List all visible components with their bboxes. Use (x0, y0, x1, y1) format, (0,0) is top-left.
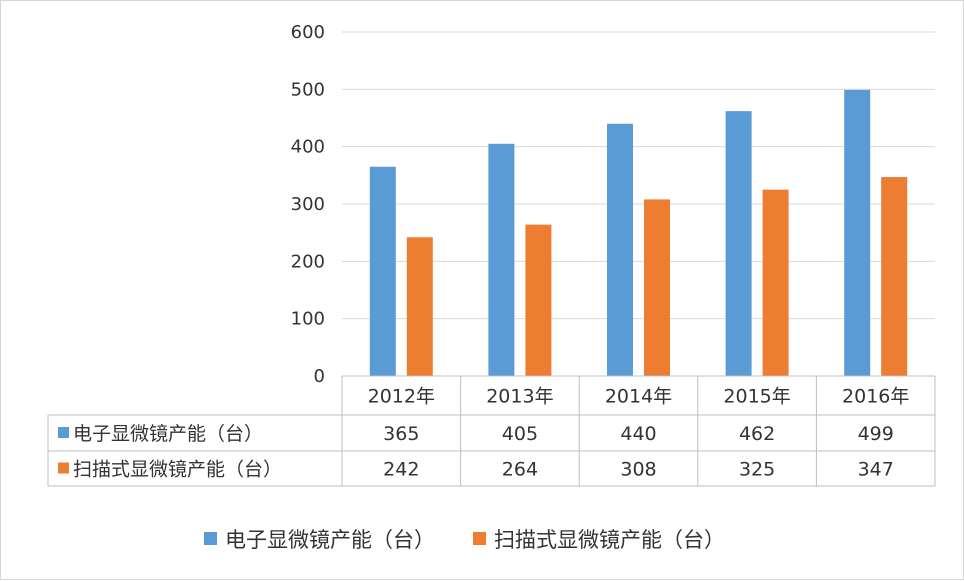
table-series-label: 电子显微镜产能（台） (73, 423, 263, 445)
table-cell-value: 242 (383, 459, 419, 481)
table-cell-value: 365 (383, 423, 419, 445)
bar-electron-2 (607, 123, 633, 376)
table-cell-value: 308 (620, 459, 656, 481)
category-label: 2014年 (605, 386, 672, 408)
table-series-swatch (58, 427, 69, 438)
category-label: 2013年 (486, 386, 553, 408)
y-tick-label: 100 (291, 309, 325, 330)
y-tick-label: 0 (314, 366, 325, 387)
bar-scanning-4 (881, 177, 908, 376)
table-cell-value: 405 (502, 423, 538, 445)
table-series-swatch (58, 462, 69, 474)
y-tick-label: 600 (291, 22, 325, 43)
gridlines (342, 31, 935, 377)
y-tick-label: 400 (291, 137, 325, 158)
category-label: 2012年 (368, 386, 435, 408)
y-tick-label: 300 (291, 194, 325, 215)
category-label: 2015年 (723, 386, 790, 408)
legend-label: 扫描式显微镜产能（台） (494, 528, 725, 552)
bar-electron-3 (725, 111, 752, 377)
table-cell-value: 347 (858, 459, 894, 481)
bar-scanning-1 (525, 224, 552, 376)
table-cell-value: 462 (739, 423, 775, 445)
bar-electron-1 (488, 143, 515, 376)
table-cell-value: 264 (502, 459, 538, 481)
legend-swatch (204, 532, 217, 545)
bar-scanning-0 (406, 237, 433, 376)
bars (369, 89, 908, 377)
category-label: 2016年 (842, 386, 909, 408)
legend-swatch (473, 532, 486, 545)
legend-label: 电子显微镜产能（台） (225, 528, 435, 552)
bar-scanning-2 (644, 199, 670, 376)
bar-electron-0 (369, 166, 396, 376)
y-tick-label: 500 (291, 79, 325, 100)
table-cell-value: 440 (620, 423, 656, 445)
table-series-label: 扫描式显微镜产能（台） (73, 459, 282, 481)
y-tick-label: 200 (291, 251, 325, 272)
bar-scanning-3 (762, 189, 789, 376)
bar-electron-4 (844, 89, 871, 376)
table-cell-value: 499 (858, 423, 894, 445)
legend: 电子显微镜产能（台） 扫描式显微镜产能（台） (204, 528, 725, 552)
y-axis-ticks: 0 100 200 300 400 500 600 (291, 22, 325, 387)
table-cell-value: 325 (739, 459, 775, 481)
